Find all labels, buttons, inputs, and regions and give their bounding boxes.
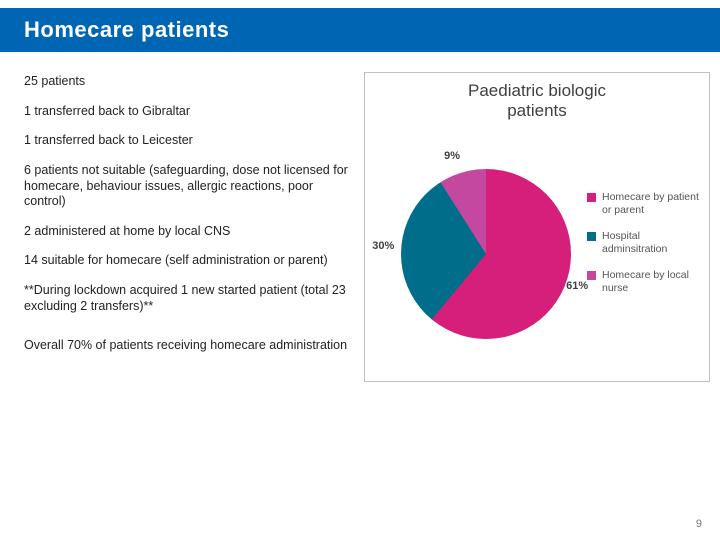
pie-slice-label: 30% [372, 240, 394, 252]
pie-chart [401, 169, 571, 339]
chart-title-line: patients [507, 101, 567, 120]
legend-item: Homecare by local nurse [587, 269, 703, 294]
legend-swatch [587, 271, 596, 280]
pie-wrap: 61%30%9% [401, 169, 571, 339]
text-column: 25 patients 1 transferred back to Gibral… [24, 74, 354, 368]
bullet-text: **During lockdown acquired 1 new started… [24, 283, 354, 314]
legend-label: Hospital adminsitration [602, 230, 703, 255]
bullet-text: 1 transferred back to Leicester [24, 133, 354, 149]
bullet-text: Overall 70% of patients receiving homeca… [24, 338, 354, 354]
legend-item: Homecare by patient or parent [587, 191, 703, 216]
legend-label: Homecare by patient or parent [602, 191, 703, 216]
slide-title: Homecare patients [24, 17, 229, 43]
chart-legend: Homecare by patient or parent Hospital ad… [587, 191, 703, 309]
chart-title-line: Paediatric biologic [468, 81, 606, 100]
pie-slice-label: 61% [566, 280, 588, 292]
title-bar: Homecare patients [0, 8, 720, 52]
bullet-text: 2 administered at home by local CNS [24, 224, 354, 240]
legend-label: Homecare by local nurse [602, 269, 703, 294]
pie-slice-label: 9% [444, 150, 460, 162]
slide: Homecare patients 25 patients 1 transfer… [0, 0, 720, 540]
bullet-text: 14 suitable for homecare (self administr… [24, 253, 354, 269]
page-number: 9 [696, 518, 702, 530]
bullet-text: 1 transferred back to Gibraltar [24, 104, 354, 120]
pie-chart-container: Paediatric biologic patients 61%30%9% Ho… [364, 72, 710, 382]
legend-swatch [587, 193, 596, 202]
legend-item: Hospital adminsitration [587, 230, 703, 255]
bullet-text: 25 patients [24, 74, 354, 90]
chart-title: Paediatric biologic patients [365, 81, 709, 122]
slide-body: 25 patients 1 transferred back to Gibral… [24, 74, 696, 504]
legend-swatch [587, 232, 596, 241]
bullet-text: 6 patients not suitable (safeguarding, d… [24, 163, 354, 210]
